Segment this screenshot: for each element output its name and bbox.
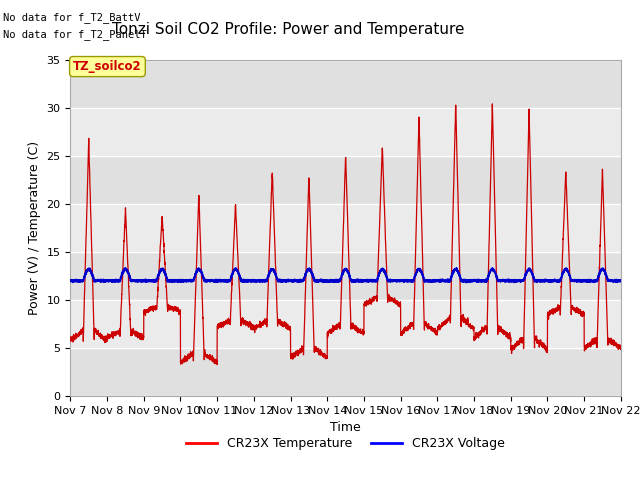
Bar	[70, 348, 621, 396]
X-axis label: Time: Time	[330, 421, 361, 434]
Text: No data for f_T2_PanelT: No data for f_T2_PanelT	[3, 29, 147, 40]
Bar	[70, 300, 621, 348]
Bar	[70, 60, 621, 108]
Text: Tonzi Soil CO2 Profile: Power and Temperature: Tonzi Soil CO2 Profile: Power and Temper…	[112, 22, 464, 36]
Y-axis label: Power (V) / Temperature (C): Power (V) / Temperature (C)	[28, 141, 41, 315]
Text: No data for f_T2_BattV: No data for f_T2_BattV	[3, 12, 141, 23]
Bar	[70, 108, 621, 156]
Legend: CR23X Temperature, CR23X Voltage: CR23X Temperature, CR23X Voltage	[181, 432, 510, 455]
Bar	[70, 252, 621, 300]
Bar	[70, 204, 621, 252]
Text: TZ_soilco2: TZ_soilco2	[73, 60, 142, 73]
Bar	[70, 156, 621, 204]
